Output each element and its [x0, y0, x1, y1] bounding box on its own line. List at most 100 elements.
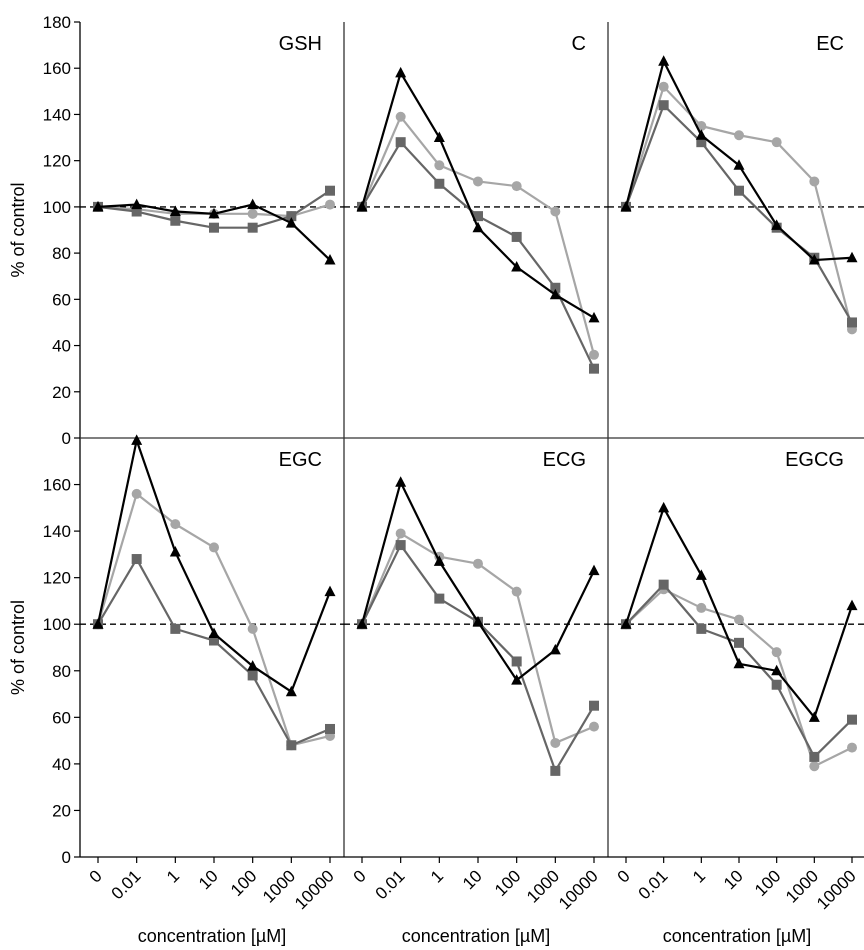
x-tick-label: 100	[751, 866, 784, 899]
data-point-triangle	[395, 476, 407, 487]
series-line-circle	[624, 85, 854, 330]
y-tick-label: 180	[43, 13, 71, 32]
data-point-square	[247, 670, 258, 681]
data-point-square	[286, 211, 297, 222]
data-point-circle	[696, 602, 707, 613]
data-point-square	[434, 593, 445, 604]
data-point-square	[395, 540, 406, 551]
data-point-triangle	[395, 66, 407, 78]
y-tick-label: 160	[43, 59, 71, 78]
data-point-circle	[771, 137, 782, 148]
y-tick-label: 40	[52, 337, 71, 356]
series-line-square	[625, 583, 853, 759]
data-point-triangle	[169, 546, 181, 557]
data-point-triangle	[771, 219, 783, 230]
data-point-square	[395, 137, 406, 148]
y-tick-label: 100	[43, 198, 71, 217]
panel-title-egc: EGC	[279, 449, 322, 471]
data-point-triangle	[356, 200, 368, 212]
data-point-triangle	[131, 434, 143, 445]
series-line-triangle	[360, 71, 595, 319]
data-point-circle	[771, 647, 782, 658]
data-point-triangle	[695, 569, 707, 580]
data-point-triangle	[771, 664, 783, 676]
y-tick-label: 0	[62, 429, 71, 448]
panel-title-c: C	[572, 33, 586, 55]
data-point-circle	[247, 208, 258, 219]
data-point-circle	[589, 721, 599, 732]
data-point-circle	[734, 130, 744, 141]
data-point-circle	[325, 199, 335, 210]
data-point-triangle	[285, 685, 297, 697]
y-tick-label: 40	[52, 755, 71, 774]
data-point-triangle	[247, 198, 259, 210]
data-point-square	[209, 635, 219, 646]
data-point-square	[696, 623, 707, 634]
x-tick-label: 0.01	[635, 866, 672, 903]
y-tick-label: 140	[43, 522, 71, 541]
data-point-circle	[395, 111, 406, 122]
series-line-triangle	[624, 506, 854, 719]
data-point-triangle	[208, 207, 220, 219]
y-tick-label: 120	[43, 152, 71, 171]
x-axis-label: concentration [µM]	[663, 926, 811, 946]
data-point-square	[325, 185, 335, 196]
data-point-triangle	[511, 260, 523, 272]
data-point-square	[589, 363, 599, 374]
x-tick-label: 10	[720, 866, 747, 893]
data-point-triangle	[285, 217, 297, 228]
data-point-circle	[395, 528, 406, 539]
data-point-circle	[209, 542, 219, 553]
data-point-triangle	[433, 131, 445, 143]
data-point-triangle	[549, 643, 561, 655]
x-tick-label: 1	[163, 866, 183, 886]
data-point-square	[771, 679, 782, 690]
x-tick-label: 10	[195, 866, 222, 893]
y-tick-label: 60	[52, 290, 71, 309]
y-tick-label: 80	[52, 662, 71, 681]
series-line-triangle	[360, 481, 595, 682]
data-point-square	[286, 740, 297, 751]
series-line-square	[97, 557, 331, 747]
y-axis-label: % of control	[8, 182, 28, 277]
panel-title-gsh: GSH	[279, 33, 322, 55]
data-point-triangle	[92, 200, 104, 212]
x-tick-label: 0.01	[108, 866, 145, 903]
y-axis-label: % of control	[8, 600, 28, 695]
data-point-square	[696, 137, 707, 148]
data-point-circle	[589, 349, 599, 360]
x-tick-label: 0	[86, 866, 106, 886]
data-point-circle	[511, 586, 522, 597]
data-point-triangle	[733, 159, 745, 170]
data-point-triangle	[658, 55, 670, 66]
data-point-triangle	[169, 205, 181, 217]
y-tick-label: 0	[62, 848, 71, 867]
data-point-triangle	[733, 657, 745, 669]
data-point-triangle	[658, 501, 670, 513]
x-tick-label: 0	[350, 866, 370, 886]
data-point-circle	[550, 737, 561, 748]
data-point-square	[734, 637, 744, 648]
data-point-triangle	[131, 198, 143, 210]
data-point-triangle	[620, 200, 632, 212]
data-point-square	[473, 211, 483, 222]
data-point-triangle	[620, 618, 632, 629]
x-tick-label: 10000	[813, 866, 860, 913]
series-line-circle	[360, 115, 596, 356]
series-line-square	[361, 141, 595, 370]
x-axis-label: concentration [µM]	[402, 926, 550, 946]
panel-title-ec: EC	[816, 33, 844, 55]
data-point-square	[325, 723, 335, 734]
series-line-circle	[96, 492, 331, 747]
data-point-square	[734, 185, 744, 196]
y-tick-label: 120	[43, 569, 71, 588]
data-point-circle	[247, 623, 258, 634]
data-point-square	[550, 765, 561, 776]
data-point-square	[847, 714, 857, 725]
x-tick-label: 10000	[291, 866, 338, 913]
panel-title-egcg: EGCG	[785, 449, 844, 471]
data-point-triangle	[472, 615, 484, 627]
data-point-circle	[734, 614, 744, 625]
data-point-triangle	[324, 585, 336, 597]
data-point-triangle	[92, 618, 104, 629]
